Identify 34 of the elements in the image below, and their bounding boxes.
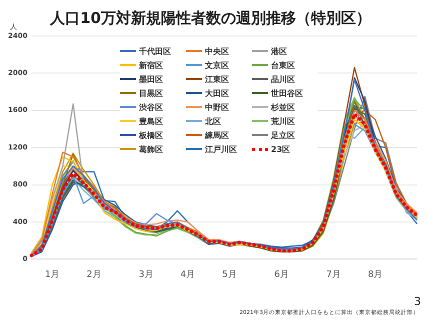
x-tick-label: 6月: [274, 270, 289, 280]
x-tick-label: 1月: [44, 270, 60, 280]
x-tick-label: 2月: [86, 270, 102, 280]
legend-label: 北区: [205, 116, 221, 126]
text: 3: [414, 295, 421, 308]
legend-label: 中央区: [205, 46, 229, 56]
legend-label: 荒川区: [271, 116, 295, 126]
legend-label: 大田区: [205, 88, 229, 98]
legend-label: 千代田区: [139, 46, 171, 56]
legend-label: 台東区: [271, 60, 295, 70]
legend-label: 江東区: [205, 74, 229, 84]
legend-label: 世田谷区: [271, 88, 303, 98]
legend-label: 目黒区: [139, 88, 163, 98]
legend-label: 渋谷区: [139, 102, 163, 112]
x-tick-label: 3月: [138, 270, 154, 280]
legend-label: 杉並区: [271, 102, 295, 112]
x-tick-label: 5月: [222, 270, 237, 280]
legend-label: 板橋区: [139, 130, 163, 140]
legend-label: 足立区: [271, 130, 295, 140]
legend-label: 墨田区: [139, 74, 163, 84]
legend-label: 港区: [271, 46, 287, 56]
legend-label: 品川区: [271, 74, 295, 84]
legend-label: 新宿区: [139, 60, 163, 70]
x-tick-label: 4月: [180, 270, 196, 280]
chart-title: 人口10万対新規陽性者数の週別推移（特別区）: [49, 8, 371, 27]
legend-label: 練馬区: [205, 130, 229, 140]
x-tick-label: 7月: [326, 270, 342, 280]
legend-label: 江戸川区: [205, 144, 237, 154]
legend-label: 豊島区: [139, 116, 163, 126]
legend-label: 葛飾区: [139, 144, 163, 154]
legend-label: 23区: [271, 144, 290, 154]
x-tick-label: 8月: [368, 270, 383, 280]
legend-label: 中野区: [205, 102, 229, 112]
legend-label: 文京区: [205, 60, 229, 70]
